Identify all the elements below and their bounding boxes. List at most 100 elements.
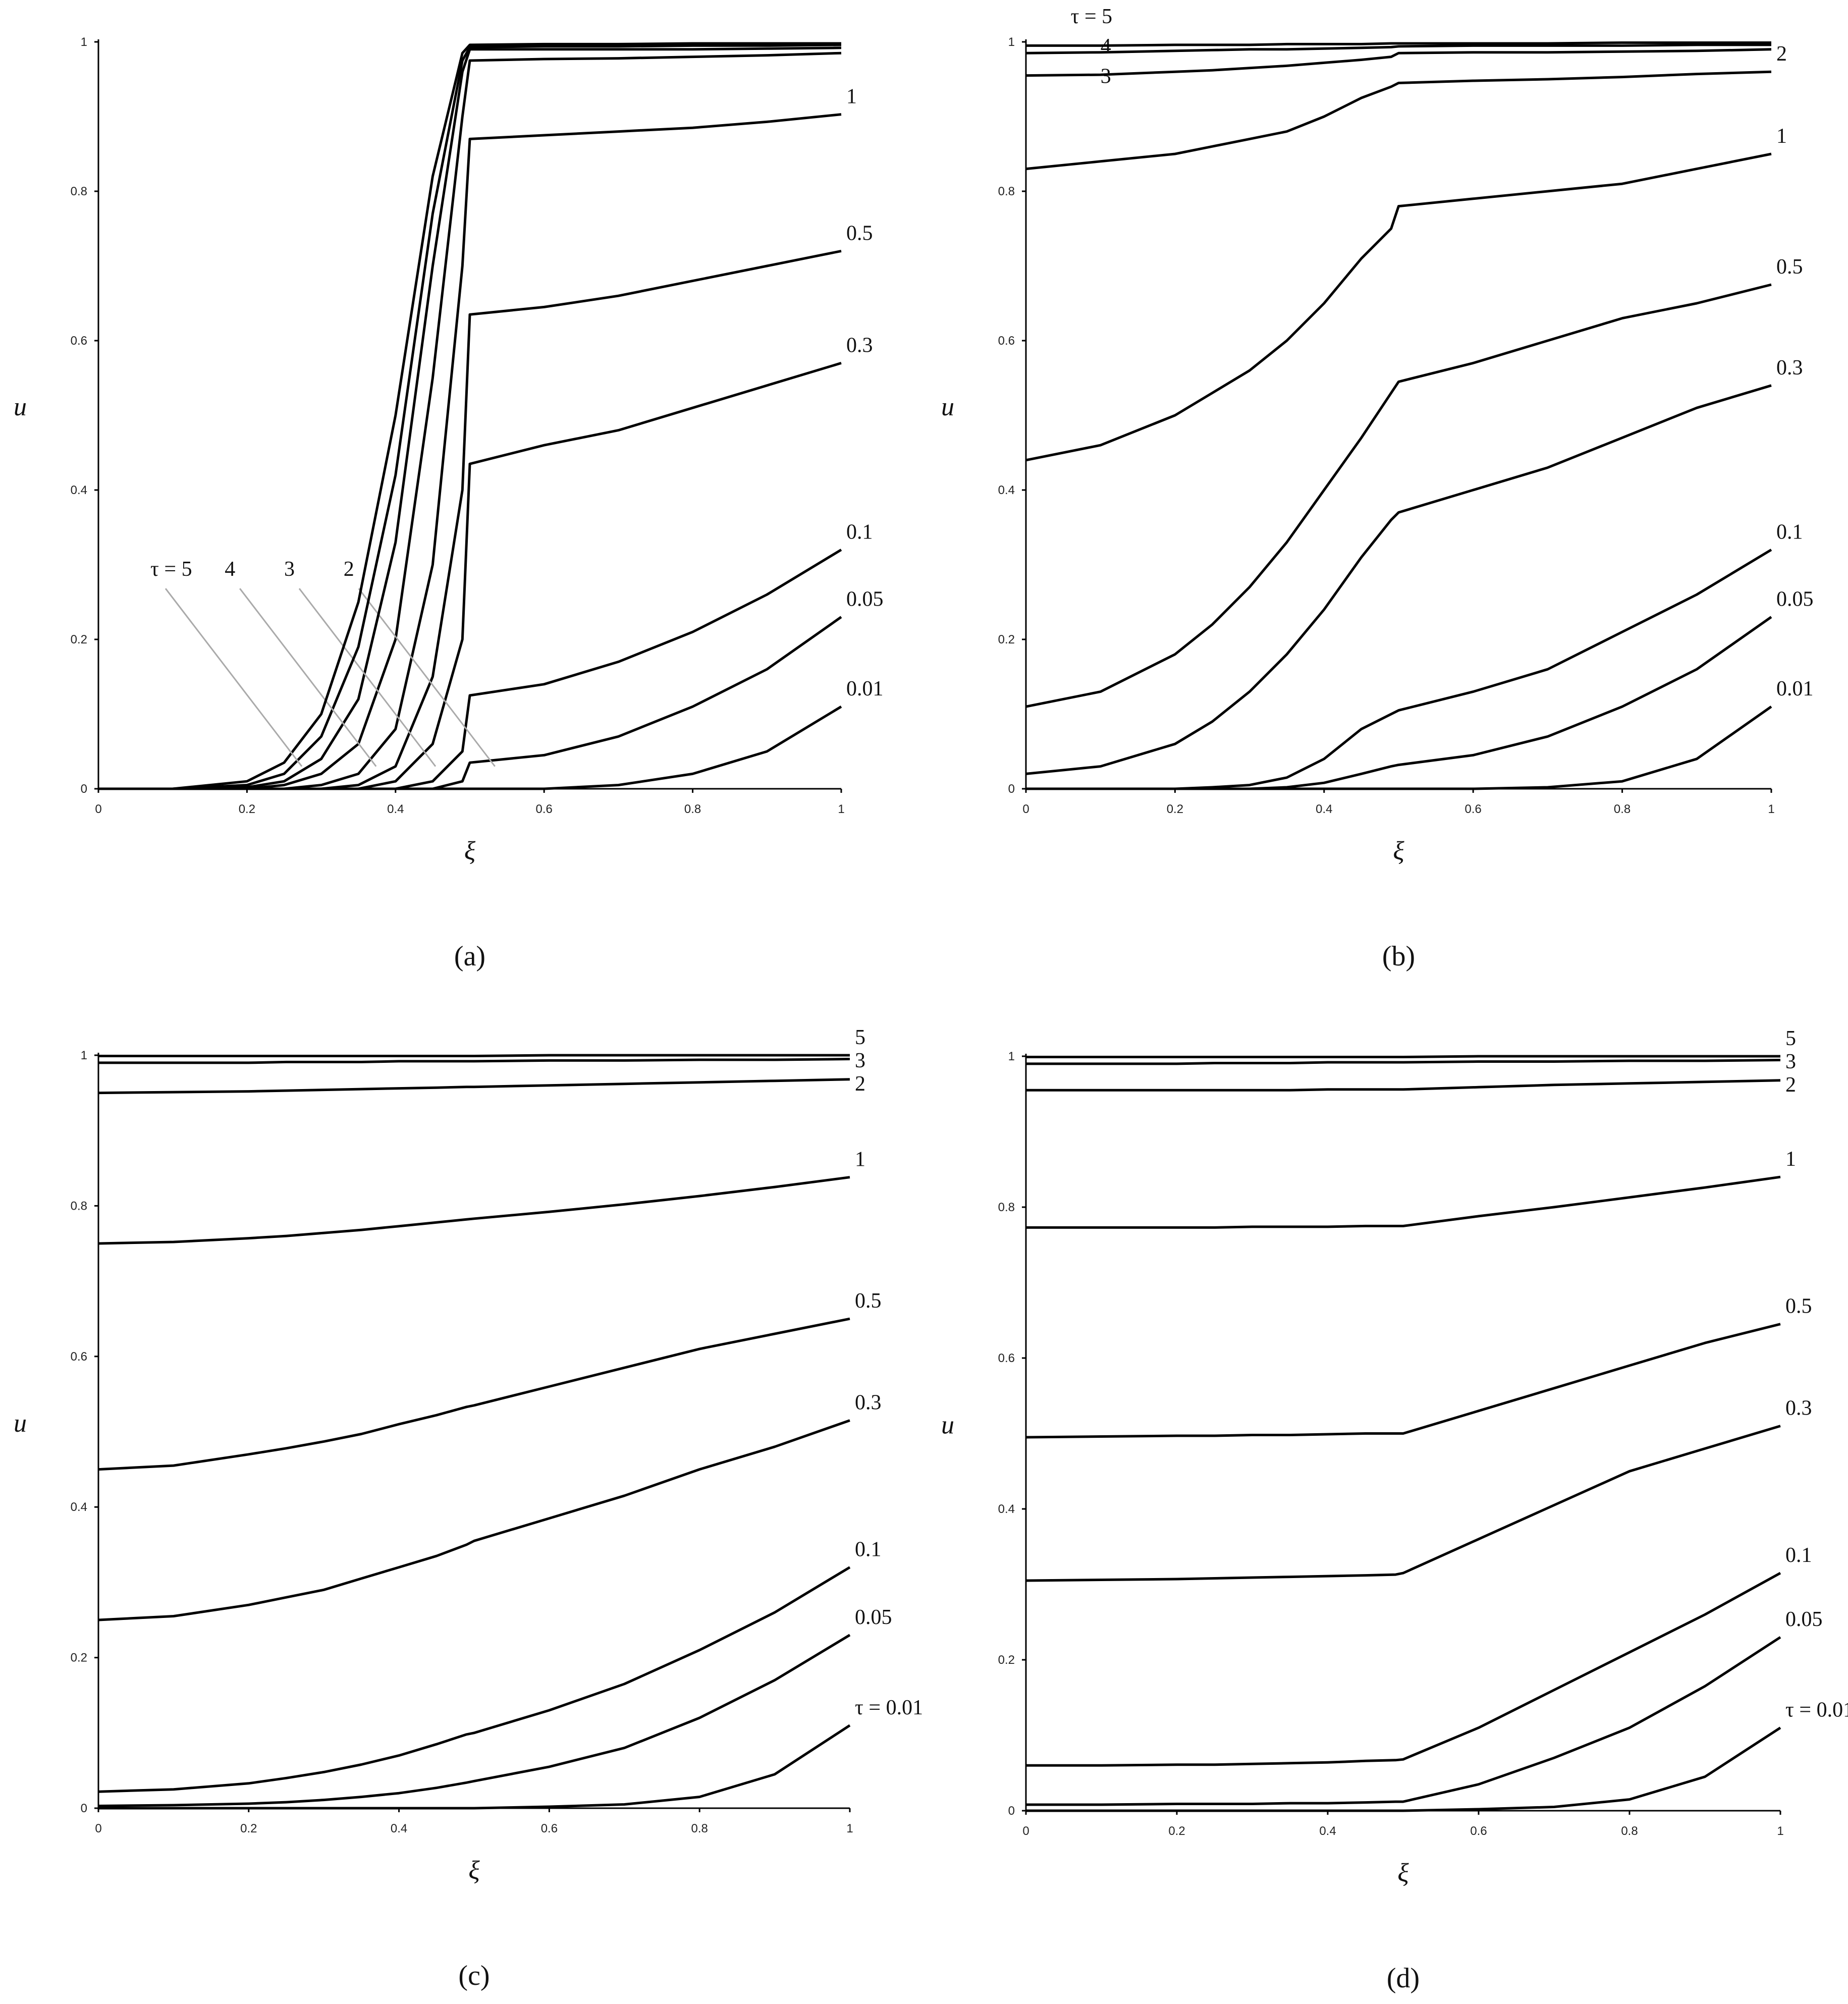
series-line (98, 1058, 850, 1064)
x-axis-label: ξ (1397, 1859, 1409, 1887)
y-tick-label: 0 (1008, 1804, 1015, 1818)
y-tick-label: 0.8 (998, 1201, 1015, 1214)
series-line (98, 46, 842, 790)
series-line (1026, 549, 1772, 790)
leader-line (298, 588, 437, 767)
y-tick-label: 0.4 (998, 1502, 1015, 1516)
x-tick-label: 0.4 (1319, 1824, 1336, 1838)
y-axis-label: u (941, 1411, 954, 1440)
series-label: τ = 0.01 (1785, 1699, 1848, 1722)
series-line (98, 1317, 850, 1471)
series-label: 1 (846, 85, 857, 109)
series-label: 0.05 (855, 1606, 892, 1629)
panel-caption: (c) (458, 1960, 490, 1991)
y-axis-label: u (941, 393, 954, 421)
series-label: 0.1 (855, 1538, 882, 1561)
y-tick-label: 0 (81, 782, 87, 796)
series-line (1025, 1323, 1781, 1439)
y-tick-label: 1 (81, 35, 87, 49)
y-tick-label: 0.6 (71, 334, 87, 348)
series-line (1026, 1079, 1781, 1092)
series-label: 0.1 (1776, 520, 1803, 544)
series-line (1026, 1059, 1781, 1065)
series-label: 0.01 (1776, 677, 1814, 700)
series-line (98, 42, 841, 790)
series-line (1025, 43, 1771, 55)
leader-line (165, 588, 303, 767)
series-label: 0.3 (1776, 356, 1803, 380)
y-axis-label: u (14, 393, 27, 421)
series-line (1026, 616, 1772, 790)
series-line (1026, 1055, 1780, 1058)
y-tick-label: 0.8 (71, 1199, 87, 1213)
series-label: τ = 0.01 (855, 1696, 923, 1719)
y-tick-label: 0.4 (998, 483, 1015, 497)
y-tick-label: 0.2 (998, 633, 1015, 646)
y-tick-label: 0 (81, 1802, 87, 1815)
series-label: 2 (1776, 42, 1787, 66)
series-label: 0.05 (1776, 588, 1814, 611)
x-tick-label: 0 (1022, 1824, 1029, 1838)
series-line (1026, 1175, 1781, 1229)
y-tick-label: 1 (1008, 35, 1015, 49)
series-line (98, 706, 842, 790)
x-tick-label: 1 (1768, 802, 1774, 816)
series-line (98, 1566, 851, 1793)
series-line (98, 249, 842, 790)
series-label: 3 (855, 1049, 865, 1072)
series-line (1026, 41, 1771, 47)
series-label: 0.3 (855, 1391, 882, 1415)
y-tick-label: 1 (1008, 1050, 1015, 1063)
x-tick-label: 0 (95, 1822, 101, 1835)
series-label: τ = 5 (150, 558, 192, 581)
y-tick-label: 0.4 (71, 1500, 87, 1514)
series-label: 0.3 (1785, 1397, 1812, 1420)
y-tick-label: 0.6 (998, 1351, 1015, 1365)
x-tick-label: 0.8 (691, 1822, 708, 1835)
series-label: 1 (1785, 1148, 1796, 1171)
x-tick-label: 0.4 (391, 1822, 407, 1835)
x-tick-label: 0.4 (1316, 802, 1332, 816)
series-label: 0.01 (846, 677, 884, 700)
x-tick-label: 0.2 (1168, 1824, 1185, 1838)
x-tick-label: 0.2 (240, 1822, 257, 1835)
y-tick-label: 0.2 (998, 1653, 1015, 1667)
series-label: 5 (1785, 1027, 1796, 1050)
series-line (1025, 384, 1772, 775)
series-line (1025, 70, 1772, 171)
x-tick-label: 0.6 (541, 1822, 558, 1835)
x-tick-label: 1 (1777, 1824, 1783, 1838)
series-line (1025, 283, 1772, 708)
series-line (98, 1724, 851, 1810)
x-tick-label: 0.4 (387, 802, 404, 816)
series-line (98, 549, 842, 790)
series-label: 2 (1785, 1073, 1796, 1097)
series-label: 3 (1785, 1050, 1796, 1073)
series-line (1026, 706, 1772, 790)
y-tick-label: 0.6 (71, 1350, 87, 1364)
panel-caption: (a) (454, 941, 485, 972)
series-label: 0.1 (1785, 1544, 1812, 1567)
series-label: 0.05 (1785, 1608, 1823, 1631)
x-tick-label: 0.8 (684, 802, 701, 816)
y-tick-label: 0.6 (998, 334, 1015, 348)
x-tick-label: 0 (1022, 802, 1029, 816)
y-tick-label: 0.2 (71, 633, 87, 646)
series-label: 3 (1101, 65, 1111, 88)
series-line (98, 51, 842, 790)
leader-line (358, 588, 496, 767)
x-tick-label: 0.6 (536, 802, 553, 816)
y-tick-label: 0.8 (998, 185, 1015, 198)
series-label: τ = 5 (1071, 5, 1113, 28)
x-tick-label: 0.2 (239, 802, 255, 816)
panel-caption: (d) (1387, 1963, 1420, 1994)
series-line (1026, 1572, 1781, 1767)
series-line (98, 362, 842, 790)
series-line (1025, 152, 1772, 462)
series-line (1025, 1425, 1781, 1582)
series-label: 1 (1776, 125, 1787, 148)
series-line (1026, 1726, 1781, 1812)
x-axis-label: ξ (464, 837, 476, 865)
series-label: 0.1 (846, 520, 873, 544)
